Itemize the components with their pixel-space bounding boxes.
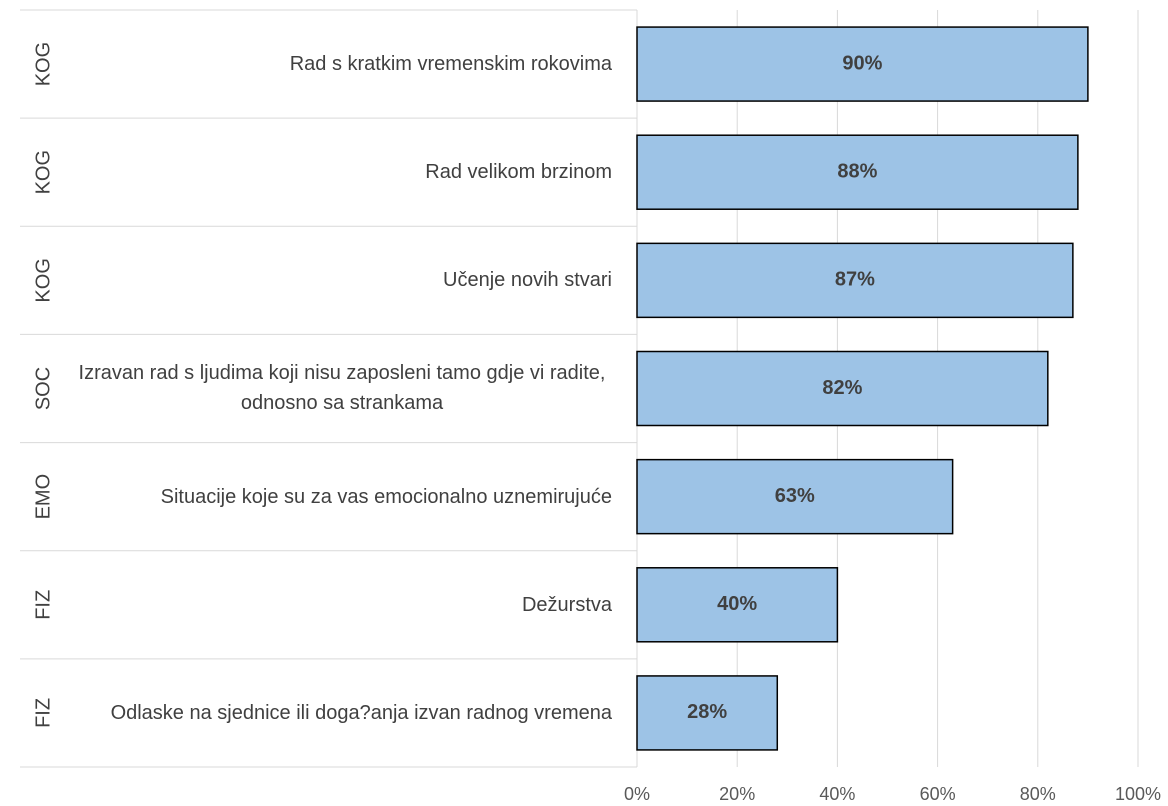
category-label: Izravan rad s ljudima koji nisu zaposlen… [60, 334, 612, 442]
group-label: KOG [32, 258, 54, 302]
category-text: Rad s kratkim vremenskim rokovima [289, 53, 612, 76]
category-label: Odlaske na sjednice ili doga?anja izvan … [60, 659, 612, 767]
value-label: 88% [837, 160, 877, 182]
x-tick-label: 60% [920, 784, 956, 804]
category-text: Odlaske na sjednice ili doga?anja izvan … [110, 701, 612, 724]
x-tick-label: 20% [719, 784, 755, 804]
x-tick-label: 0% [624, 784, 650, 804]
value-label: 40% [717, 593, 757, 615]
bar [636, 242, 1074, 319]
category-text: Učenje novih stvari [443, 269, 612, 292]
bar [636, 134, 1079, 210]
x-tick-label: 100% [1115, 784, 1161, 804]
group-label: FIZ [32, 698, 54, 728]
bar [636, 567, 839, 643]
category-text: Rad velikom brzinom [425, 161, 612, 184]
value-label: 87% [835, 269, 875, 291]
bar [636, 675, 779, 751]
category-label: Rad velikom brzinom [60, 118, 612, 226]
value-label: 90% [842, 52, 882, 74]
value-label: 28% [687, 701, 727, 723]
category-text: Situacije koje su za vas emocionalno uzn… [160, 485, 612, 508]
category-label: Rad s kratkim vremenskim rokovima [60, 10, 612, 118]
x-tick-label: 80% [1020, 784, 1056, 804]
bar [636, 26, 1089, 102]
category-text: Izravan rad s ljudima koji nisu zaposlen… [78, 362, 606, 415]
value-label: 63% [775, 485, 815, 507]
bar [636, 350, 1049, 427]
category-label: Učenje novih stvari [60, 226, 612, 334]
value-label: 82% [822, 377, 862, 399]
bar [636, 458, 954, 535]
group-label: SOC [32, 367, 54, 410]
group-label: FIZ [32, 590, 54, 620]
category-label: Dežurstva [60, 551, 612, 659]
group-label: EMO [32, 474, 54, 520]
x-tick-label: 40% [819, 784, 855, 804]
category-text: Dežurstva [521, 593, 612, 616]
category-label: Situacije koje su za vas emocionalno uzn… [60, 443, 612, 551]
group-label: KOG [32, 150, 54, 194]
group-label: KOG [32, 42, 54, 86]
